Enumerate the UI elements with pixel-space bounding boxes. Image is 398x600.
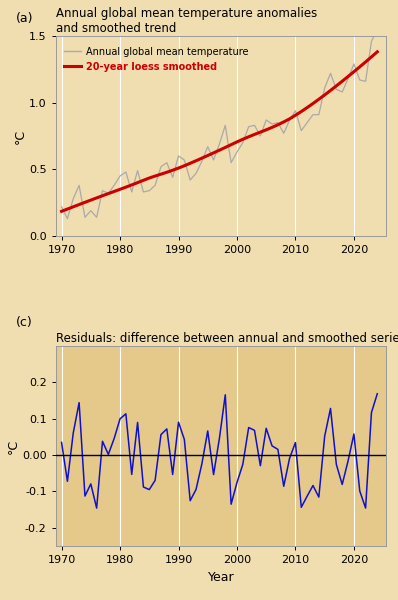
Y-axis label: °C: °C [13,128,26,143]
Text: (a): (a) [16,12,33,25]
Text: Annual global mean temperature anomalies
and smoothed trend: Annual global mean temperature anomalies… [56,7,317,35]
Text: Residuals: difference between annual and smoothed series: Residuals: difference between annual and… [56,332,398,345]
Text: (c): (c) [16,316,33,329]
Legend: Annual global mean temperature, 20-year loess smoothed: Annual global mean temperature, 20-year … [64,47,249,72]
Y-axis label: °C: °C [6,439,19,454]
X-axis label: Year: Year [208,571,234,584]
